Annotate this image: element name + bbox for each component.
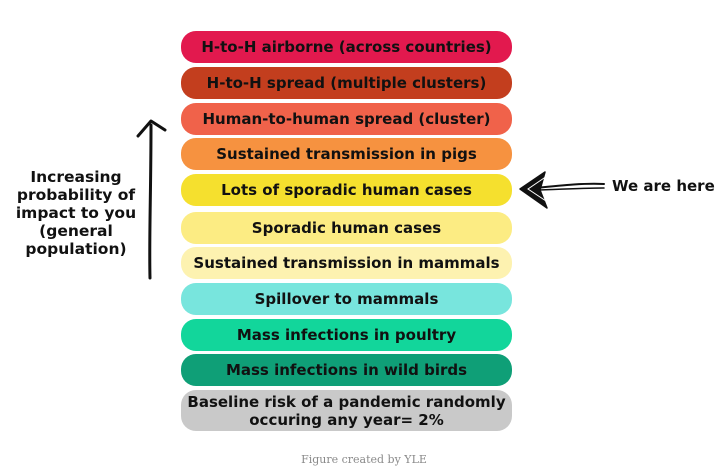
figure-credit: Figure created by YLE [301,453,427,466]
stage-sporadic-human-cases: Sporadic human cases [181,212,512,244]
stage-h-to-h-airborne: H-to-H airborne (across countries) [181,31,512,63]
side-label: Increasing probability of impact to you … [15,168,137,258]
stage-sustained-transmission-pigs: Sustained transmission in pigs [181,138,512,170]
stage-sustained-transmission-mammals: Sustained transmission in mammals [181,247,512,279]
stage-spillover-to-mammals: Spillover to mammals [181,283,512,315]
stage-lots-sporadic-human-cases: Lots of sporadic human cases [181,174,512,206]
increasing-arrow-icon [136,119,167,280]
stage-human-to-human-cluster: Human-to-human spread (cluster) [181,103,512,135]
we-are-here-label: We are here [612,177,715,195]
stage-mass-infections-poultry: Mass infections in poultry [181,319,512,351]
stage-h-to-h-multiple-clusters: H-to-H spread (multiple clusters) [181,67,512,99]
pointer-arrow-icon [519,171,605,209]
stage-baseline-risk: Baseline risk of a pandemic randomly occ… [181,390,512,431]
stage-mass-infections-wild-birds: Mass infections in wild birds [181,354,512,386]
